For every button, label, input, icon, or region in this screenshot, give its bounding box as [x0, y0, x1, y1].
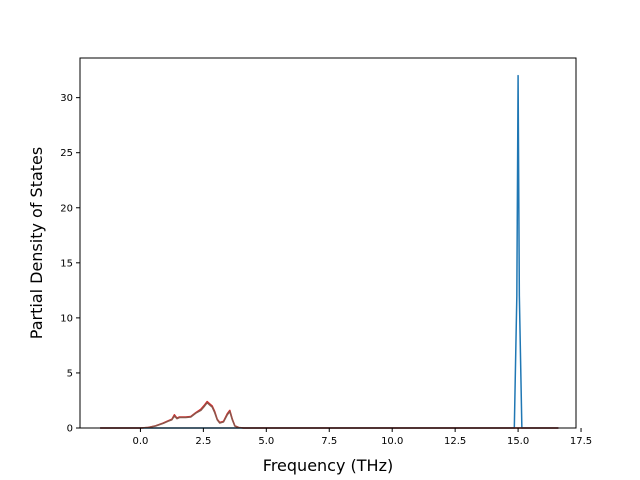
- x-tick-label: 7.5: [321, 436, 337, 447]
- x-tick-label: 2.5: [195, 436, 211, 447]
- y-axis-title: Partial Density of States: [27, 147, 46, 339]
- y-tick-label: 10: [60, 313, 73, 324]
- y-tick-label: 0: [67, 424, 73, 435]
- y-tick-label: 25: [60, 148, 73, 159]
- x-tick-label: 0.0: [132, 436, 148, 447]
- x-tick-label: 5.0: [258, 436, 274, 447]
- x-tick-label: 15.0: [507, 436, 529, 447]
- x-tick-label: 10.0: [381, 436, 403, 447]
- x-axis: 0.0 2.5 5.0 7.5 10.0 12.5 15.0 17.5: [132, 428, 592, 447]
- series-line-3: [100, 401, 559, 429]
- y-tick-label: 30: [60, 93, 73, 104]
- y-axis: 0 5 10 15 20 25 30: [60, 93, 80, 435]
- y-tick-label: 15: [60, 258, 73, 269]
- x-axis-title: Frequency (THz): [263, 456, 393, 475]
- x-tick-label: 12.5: [444, 436, 466, 447]
- x-tick-label: 17.5: [570, 436, 592, 447]
- plot-frame: [79, 57, 577, 429]
- y-tick-label: 20: [60, 203, 73, 214]
- y-tick-label: 5: [67, 368, 73, 379]
